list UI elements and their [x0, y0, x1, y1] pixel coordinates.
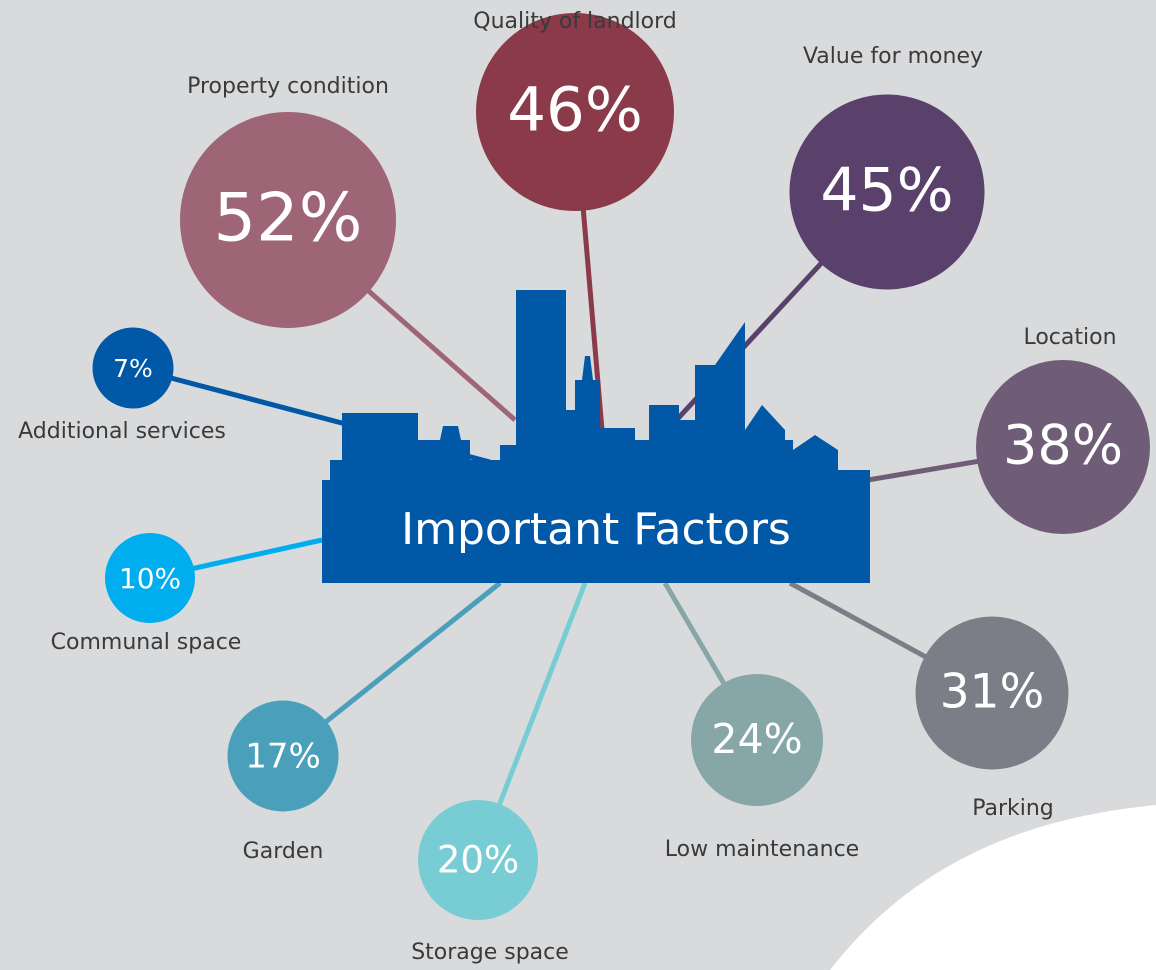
bubble [476, 13, 674, 211]
skyline [322, 290, 870, 583]
value-label: 31% [940, 665, 1044, 720]
category-label: Storage space [411, 940, 569, 965]
category-label: Quality of landlord [473, 9, 677, 34]
category-label: Additional services [18, 419, 226, 444]
swoosh [830, 805, 1156, 970]
category-label: Communal space [51, 630, 242, 655]
value-label: 38% [1003, 414, 1123, 477]
bubble [105, 533, 195, 623]
value-label: 7% [113, 354, 153, 383]
value-label: 20% [437, 839, 519, 882]
value-label: 10% [119, 562, 181, 595]
category-label: Location [1023, 325, 1116, 350]
bubbles: 52% Property condition 46% Quality of landl… [18, 9, 1150, 965]
bubble [227, 700, 339, 812]
category-label: Property condition [187, 74, 389, 99]
category-label: Garden [243, 839, 324, 864]
value-label: 45% [820, 156, 953, 226]
bubble [976, 360, 1150, 534]
chart-title: Important Factors [401, 504, 791, 555]
category-label: Parking [972, 796, 1054, 821]
value-label: 46% [507, 75, 643, 146]
value-label: 24% [711, 715, 802, 763]
category-label: Low maintenance [665, 837, 859, 862]
bubble [915, 616, 1069, 770]
bubble [180, 112, 396, 328]
value-label: 52% [214, 179, 363, 257]
bubble [418, 800, 538, 920]
bubble [92, 327, 174, 409]
category-label: Value for money [803, 44, 983, 69]
bubble [789, 94, 985, 290]
value-label: 17% [245, 737, 321, 777]
bubble [691, 674, 823, 806]
